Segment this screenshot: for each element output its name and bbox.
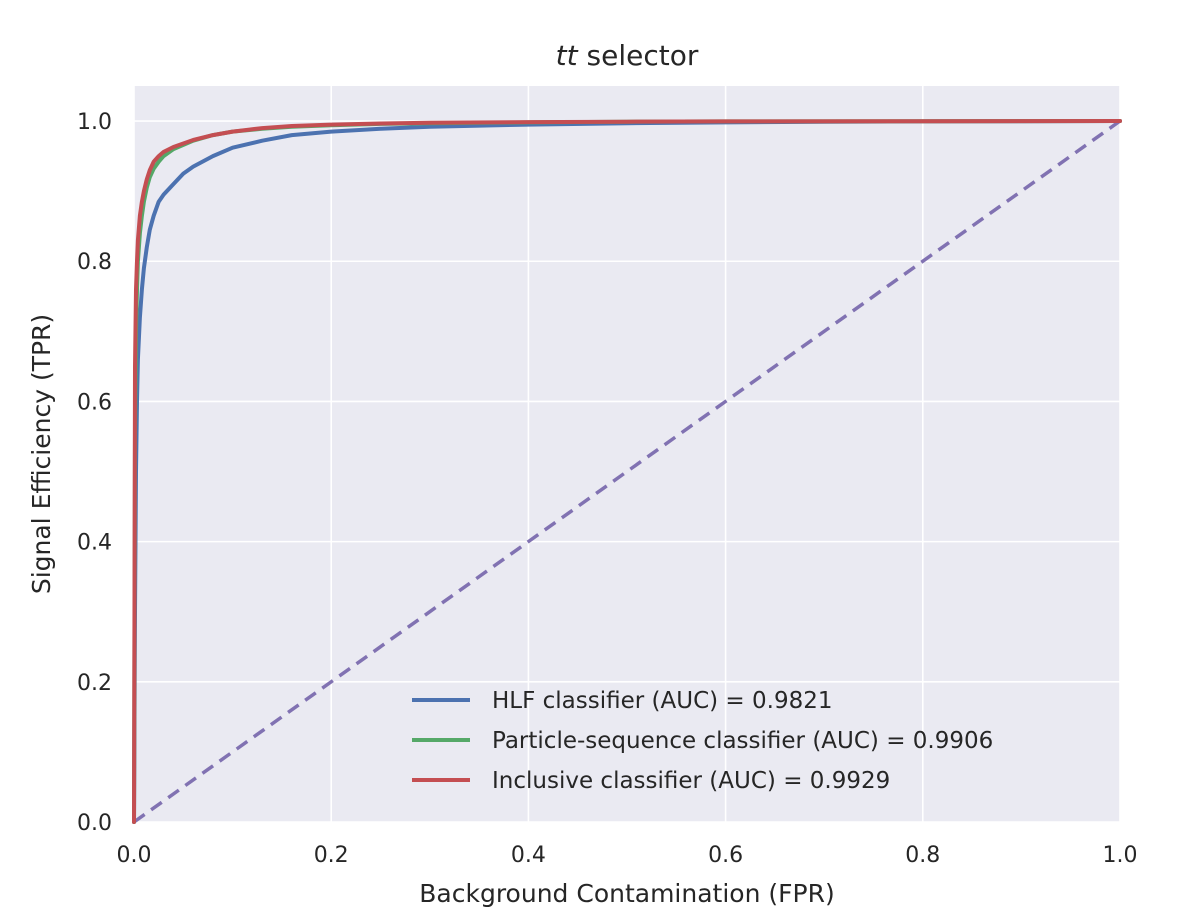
x-tick-label: 1.0: [1103, 843, 1138, 868]
x-axis-label: Background Contamination (FPR): [419, 879, 834, 908]
chance-diagonal-line: [132, 119, 1122, 824]
y-axis-label: Signal Efficiency (TPR): [27, 314, 56, 594]
y-tick-labels: 0.0 0.2 0.4 0.6 0.8 1.0: [77, 110, 112, 836]
y-tick-label: 0.8: [77, 250, 112, 275]
series-line-2: [132, 119, 1122, 824]
x-tick-label: 0.0: [117, 843, 152, 868]
series-layer: [132, 119, 1122, 824]
x-tick-label: 0.2: [314, 843, 349, 868]
legend-entry: HLF classifier (AUC) = 0.9821: [492, 688, 833, 714]
legend-entry: Inclusive classifier (AUC) = 0.9929: [492, 768, 890, 794]
x-tick-labels: 0.0 0.2 0.4 0.6 0.8 1.0: [117, 843, 1138, 868]
y-tick-label: 0.0: [77, 811, 112, 836]
x-tick-label: 0.8: [905, 843, 940, 868]
x-tick-label: 0.4: [511, 843, 546, 868]
y-tick-label: 0.6: [77, 390, 112, 415]
y-tick-label: 1.0: [77, 110, 112, 135]
y-tick-label: 0.4: [77, 531, 112, 556]
y-tick-label: 0.2: [77, 671, 112, 696]
chart-title: tt selector: [556, 39, 699, 72]
plot-background: [134, 86, 1120, 822]
x-tick-label: 0.6: [708, 843, 743, 868]
legend: HLF classifier (AUC) = 0.9821 Particle-se…: [412, 688, 993, 794]
grid-lines: [133, 86, 1121, 823]
legend-entry: Particle-sequence classifier (AUC) = 0.9…: [492, 728, 993, 754]
